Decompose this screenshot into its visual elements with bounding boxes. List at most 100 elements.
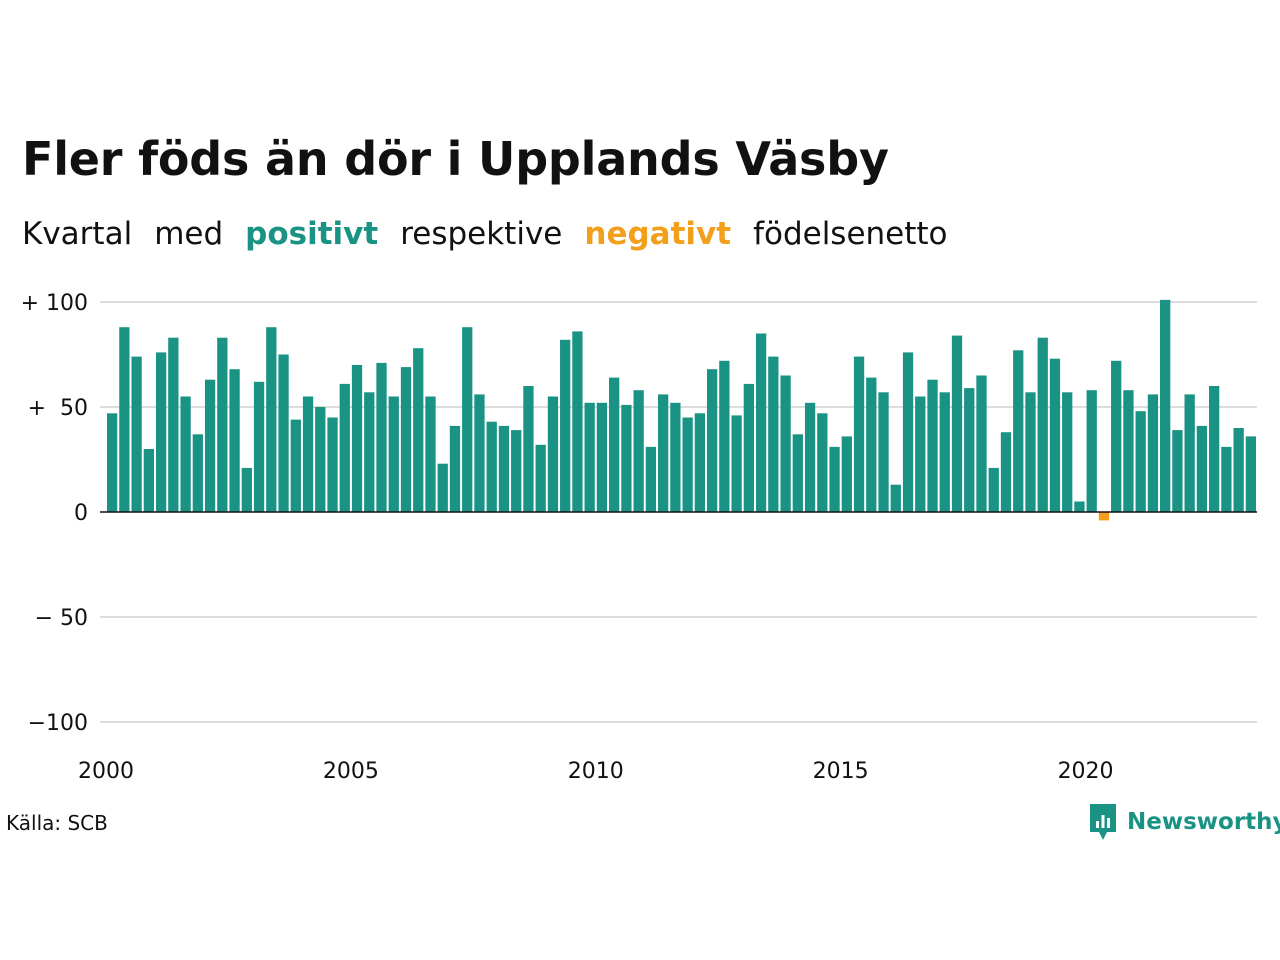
bar-positive <box>719 360 730 512</box>
positive-legend-label: positivt <box>245 216 379 252</box>
chart-subtitle: Kvartal med positivt respektive negativt föde… <box>22 216 970 252</box>
bar-positive <box>768 356 779 512</box>
y-tick-label: + 50 <box>28 396 88 421</box>
x-tick-label: 2000 <box>78 759 134 784</box>
bar-positive <box>866 377 877 512</box>
bar-positive <box>657 394 669 512</box>
bar-positive <box>1000 432 1012 512</box>
bar-positive <box>486 421 497 512</box>
bar-positive <box>131 356 142 512</box>
chart-title: Fler föds än dör i Upplands Väsby <box>22 132 889 186</box>
bar-positive <box>670 402 681 512</box>
bar-positive <box>780 375 791 512</box>
bar-positive <box>1245 436 1257 512</box>
bar-positive <box>523 386 534 512</box>
bar-positive <box>1135 411 1146 512</box>
bar-positive <box>560 339 571 512</box>
y-tick-label: + 100 <box>21 291 88 316</box>
x-tick-label: 2010 <box>568 759 624 784</box>
bar-positive <box>425 396 436 512</box>
bar-positive <box>1160 299 1171 512</box>
y-tick-label: 0 <box>74 501 88 526</box>
source-label: Källa: SCB <box>6 811 108 835</box>
bar-positive <box>1184 394 1195 512</box>
bar-positive <box>841 436 852 512</box>
bar-positive <box>400 367 412 512</box>
x-tick-label: 2020 <box>1058 759 1114 784</box>
bar-positive <box>829 446 840 512</box>
bar-positive <box>462 327 473 512</box>
bar-positive <box>290 419 301 512</box>
bar-positive <box>853 356 865 512</box>
bar-positive <box>1196 425 1208 512</box>
bar-positive <box>217 337 228 512</box>
bar-positive <box>1172 430 1183 512</box>
bar-positive <box>988 467 999 512</box>
bar-positive <box>1025 392 1036 512</box>
bar-positive <box>241 467 252 512</box>
bar-positive <box>1086 390 1097 512</box>
bar-positive <box>1074 501 1085 512</box>
bar-positive <box>1123 390 1134 512</box>
bar-positive <box>376 362 387 512</box>
bar-positive <box>106 413 118 512</box>
bar-positive <box>609 377 620 512</box>
bar-positive <box>633 390 644 512</box>
bar-positive <box>1147 394 1159 512</box>
bar-positive <box>1049 358 1061 512</box>
bar-positive <box>682 417 693 512</box>
bar-positive <box>498 425 510 512</box>
bar-positive <box>1062 392 1073 512</box>
bar-negative <box>1098 512 1110 521</box>
bar-chart: + 100 + 50 0 − 50 −100 2000 2005 2010 2015 2020 <box>21 291 1257 784</box>
bar-positive <box>596 402 608 512</box>
bar-positive <box>192 434 203 512</box>
bar-positive <box>731 415 742 512</box>
x-tick-label: 2005 <box>323 759 379 784</box>
bar-positive <box>878 392 889 512</box>
bar-positive <box>645 446 657 512</box>
bar-positive <box>1221 446 1232 512</box>
y-tick-label: −100 <box>28 711 88 736</box>
bar-positive <box>511 430 522 512</box>
bar-positive <box>266 327 277 512</box>
x-tick-label: 2015 <box>813 759 869 784</box>
bar-positive <box>755 333 767 512</box>
bar-positive <box>817 413 828 512</box>
bar-positive <box>1037 337 1048 512</box>
bar-positive <box>180 396 191 512</box>
newsworthy-brand[interactable]: Newsworthy <box>1088 802 1280 842</box>
bar-positive <box>915 396 926 512</box>
bar-positive <box>694 413 706 512</box>
subtitle-word: respektive <box>400 216 563 252</box>
bar-positive <box>339 383 350 512</box>
bar-positive <box>278 354 289 512</box>
bar-positive <box>229 369 240 512</box>
bar-positive <box>535 444 546 512</box>
bar-positive <box>204 379 216 512</box>
bar-positive <box>976 375 987 512</box>
bar-positive <box>155 352 167 512</box>
bar-positive <box>388 396 399 512</box>
subtitle-word: födelsenetto <box>753 216 948 252</box>
bar-positive <box>437 463 448 512</box>
bar-positive <box>351 365 363 512</box>
bar-positive <box>547 396 559 512</box>
subtitle-word: Kvartal <box>22 216 133 252</box>
bar-positive <box>1013 350 1024 512</box>
bar-positive <box>927 379 938 512</box>
bar-positive <box>621 404 632 512</box>
bar-positive <box>253 381 265 512</box>
bar-positive <box>413 348 424 512</box>
bar-positive <box>792 434 803 512</box>
bar-positive <box>743 383 754 512</box>
subtitle-word: med <box>154 216 224 252</box>
bar-positive <box>143 449 154 512</box>
bar-positive <box>1209 386 1220 512</box>
bar-positive <box>364 392 375 512</box>
bar-positive <box>572 331 583 512</box>
bar-positive <box>706 369 718 512</box>
bar-positive <box>902 352 914 512</box>
y-tick-label: − 50 <box>35 606 88 631</box>
bar-positive <box>449 425 461 512</box>
